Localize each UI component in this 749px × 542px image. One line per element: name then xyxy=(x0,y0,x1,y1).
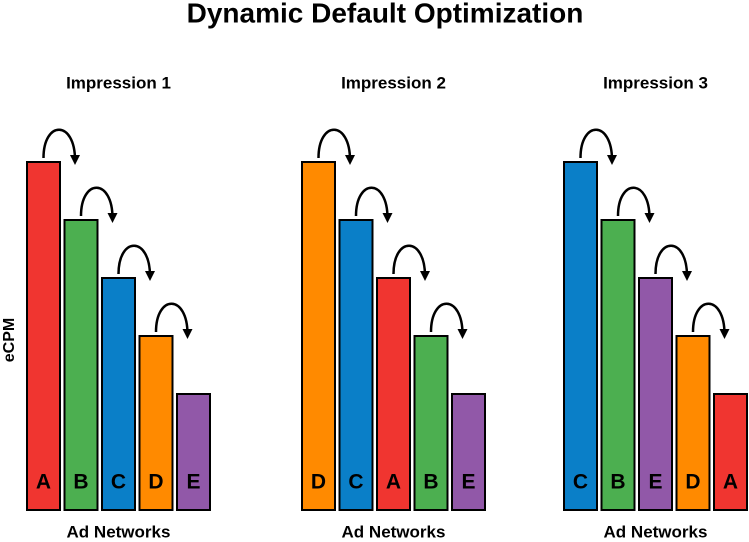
bar xyxy=(563,161,598,511)
bar-label: C xyxy=(348,471,363,494)
bar-label: D xyxy=(148,471,163,494)
bar xyxy=(176,393,211,511)
arrow xyxy=(117,244,155,281)
bar xyxy=(713,393,748,511)
bar-label: E xyxy=(461,471,475,494)
panel-title: Impression 2 xyxy=(341,73,446,92)
bar xyxy=(26,161,61,511)
bar-label: A xyxy=(36,471,51,494)
y-axis-label: eCPM xyxy=(1,318,18,362)
bar-label: B xyxy=(423,471,438,494)
x-axis-label: Ad Networks xyxy=(342,522,446,541)
bar xyxy=(376,277,411,511)
bar-label: E xyxy=(186,471,200,494)
bar-label: E xyxy=(648,471,662,494)
arrow xyxy=(317,128,355,165)
arrow xyxy=(42,128,80,165)
arrow xyxy=(579,128,617,165)
bar-label: A xyxy=(723,471,738,494)
bar xyxy=(413,335,449,511)
arrow xyxy=(429,302,468,339)
bar xyxy=(675,335,711,511)
title: Dynamic Default Optimization xyxy=(187,0,584,28)
arrow xyxy=(691,302,730,339)
bar xyxy=(101,277,136,511)
bar-label: A xyxy=(386,471,401,494)
bar-label: B xyxy=(610,471,625,494)
bar xyxy=(301,161,336,511)
arrow xyxy=(354,186,393,223)
panel-title: Impression 1 xyxy=(66,73,171,92)
bar-label: D xyxy=(685,471,700,494)
bar xyxy=(600,219,636,511)
arrow xyxy=(79,186,118,223)
bar-label: B xyxy=(73,471,88,494)
bar-label: D xyxy=(311,471,326,494)
bar xyxy=(338,219,374,511)
arrow xyxy=(654,244,692,281)
bar-label: C xyxy=(573,471,588,494)
bar xyxy=(638,277,673,511)
bar-label: C xyxy=(111,471,126,494)
x-axis-label: Ad Networks xyxy=(604,522,708,541)
bar xyxy=(451,393,486,511)
bar xyxy=(138,335,174,511)
panel-title: Impression 3 xyxy=(603,73,708,92)
arrow xyxy=(392,244,430,281)
arrow xyxy=(154,302,193,339)
bar xyxy=(63,219,99,511)
arrow xyxy=(616,186,655,223)
x-axis-label: Ad Networks xyxy=(67,522,171,541)
